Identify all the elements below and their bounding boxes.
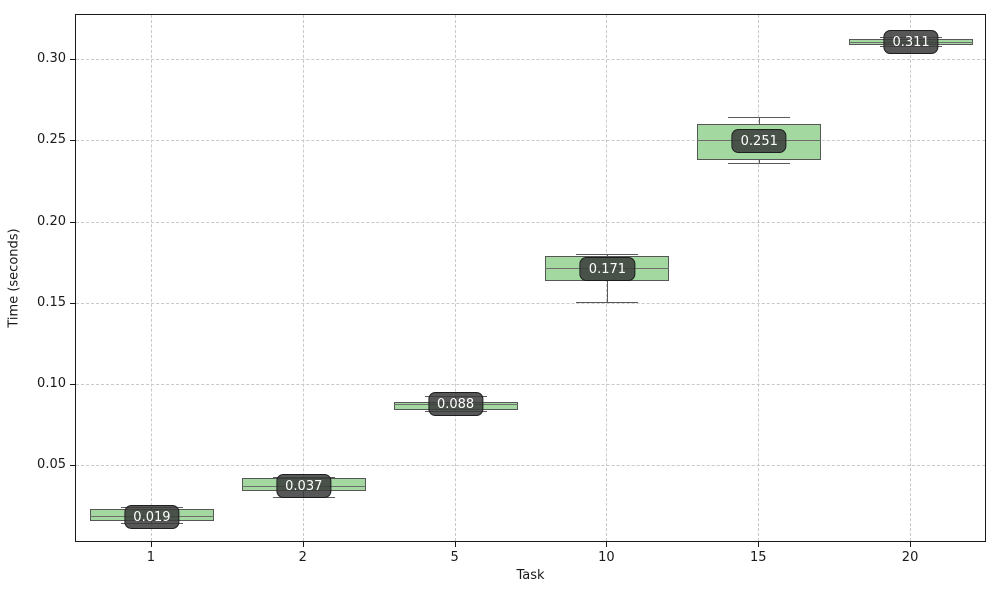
gridline-vertical bbox=[454, 15, 456, 541]
y-tick-label: 0.05 bbox=[37, 457, 66, 473]
y-tick-mark bbox=[70, 465, 75, 467]
gridline-horizontal bbox=[76, 302, 985, 304]
whisker-lower bbox=[606, 281, 608, 303]
whisker-cap-upper bbox=[728, 117, 791, 119]
box-value-label: 0.251 bbox=[731, 128, 787, 153]
y-tick-label: 0.15 bbox=[37, 294, 66, 310]
whisker-cap-lower bbox=[728, 163, 791, 165]
y-tick-label: 0.20 bbox=[37, 213, 66, 229]
y-axis-label: Time (seconds) bbox=[6, 228, 22, 328]
whisker-upper bbox=[758, 117, 760, 124]
y-tick-mark bbox=[70, 59, 75, 61]
box-value-label: 0.171 bbox=[579, 256, 636, 281]
box-value-label: 0.088 bbox=[427, 392, 484, 417]
x-tick-mark bbox=[302, 542, 304, 547]
x-tick-label: 10 bbox=[598, 550, 615, 565]
gridline-horizontal bbox=[76, 383, 985, 385]
whisker-cap-lower bbox=[576, 302, 639, 304]
whisker-lower bbox=[758, 160, 760, 164]
whisker-cap-upper bbox=[576, 253, 639, 255]
x-tick-label: 5 bbox=[450, 550, 459, 565]
whisker-upper bbox=[606, 253, 608, 256]
x-axis-label: Task bbox=[516, 568, 545, 583]
x-tick-mark bbox=[150, 542, 152, 547]
x-tick-label: 20 bbox=[901, 550, 919, 565]
y-tick-label: 0.25 bbox=[37, 132, 66, 148]
y-tick-mark bbox=[70, 221, 75, 223]
gridline-horizontal bbox=[76, 59, 985, 61]
y-tick-label: 0.10 bbox=[37, 375, 66, 391]
gridline-vertical bbox=[758, 15, 760, 541]
x-tick-mark bbox=[758, 542, 760, 547]
x-tick-label: 1 bbox=[146, 550, 156, 565]
gridline-horizontal bbox=[76, 221, 985, 223]
box-value-label: 0.311 bbox=[883, 30, 939, 55]
x-tick-mark bbox=[606, 542, 608, 547]
box-value-label: 0.037 bbox=[276, 474, 332, 499]
gridline-horizontal bbox=[76, 465, 985, 467]
x-tick-label: 2 bbox=[298, 550, 307, 565]
x-tick-label: 15 bbox=[749, 550, 767, 565]
y-tick-mark bbox=[70, 302, 75, 304]
y-tick-mark bbox=[70, 383, 75, 385]
y-tick-label: 0.30 bbox=[37, 51, 66, 67]
plot-area: 0.019 0.037 0.088 0.171 0.251 0.311 bbox=[75, 14, 986, 542]
gridline-vertical bbox=[910, 15, 912, 541]
gridline-vertical bbox=[150, 15, 152, 541]
box-value-label: 0.019 bbox=[124, 504, 180, 529]
x-tick-mark bbox=[454, 542, 456, 547]
gridline-vertical bbox=[302, 15, 304, 541]
y-tick-mark bbox=[70, 140, 75, 142]
x-tick-mark bbox=[910, 542, 912, 547]
gridline-horizontal bbox=[76, 140, 985, 142]
